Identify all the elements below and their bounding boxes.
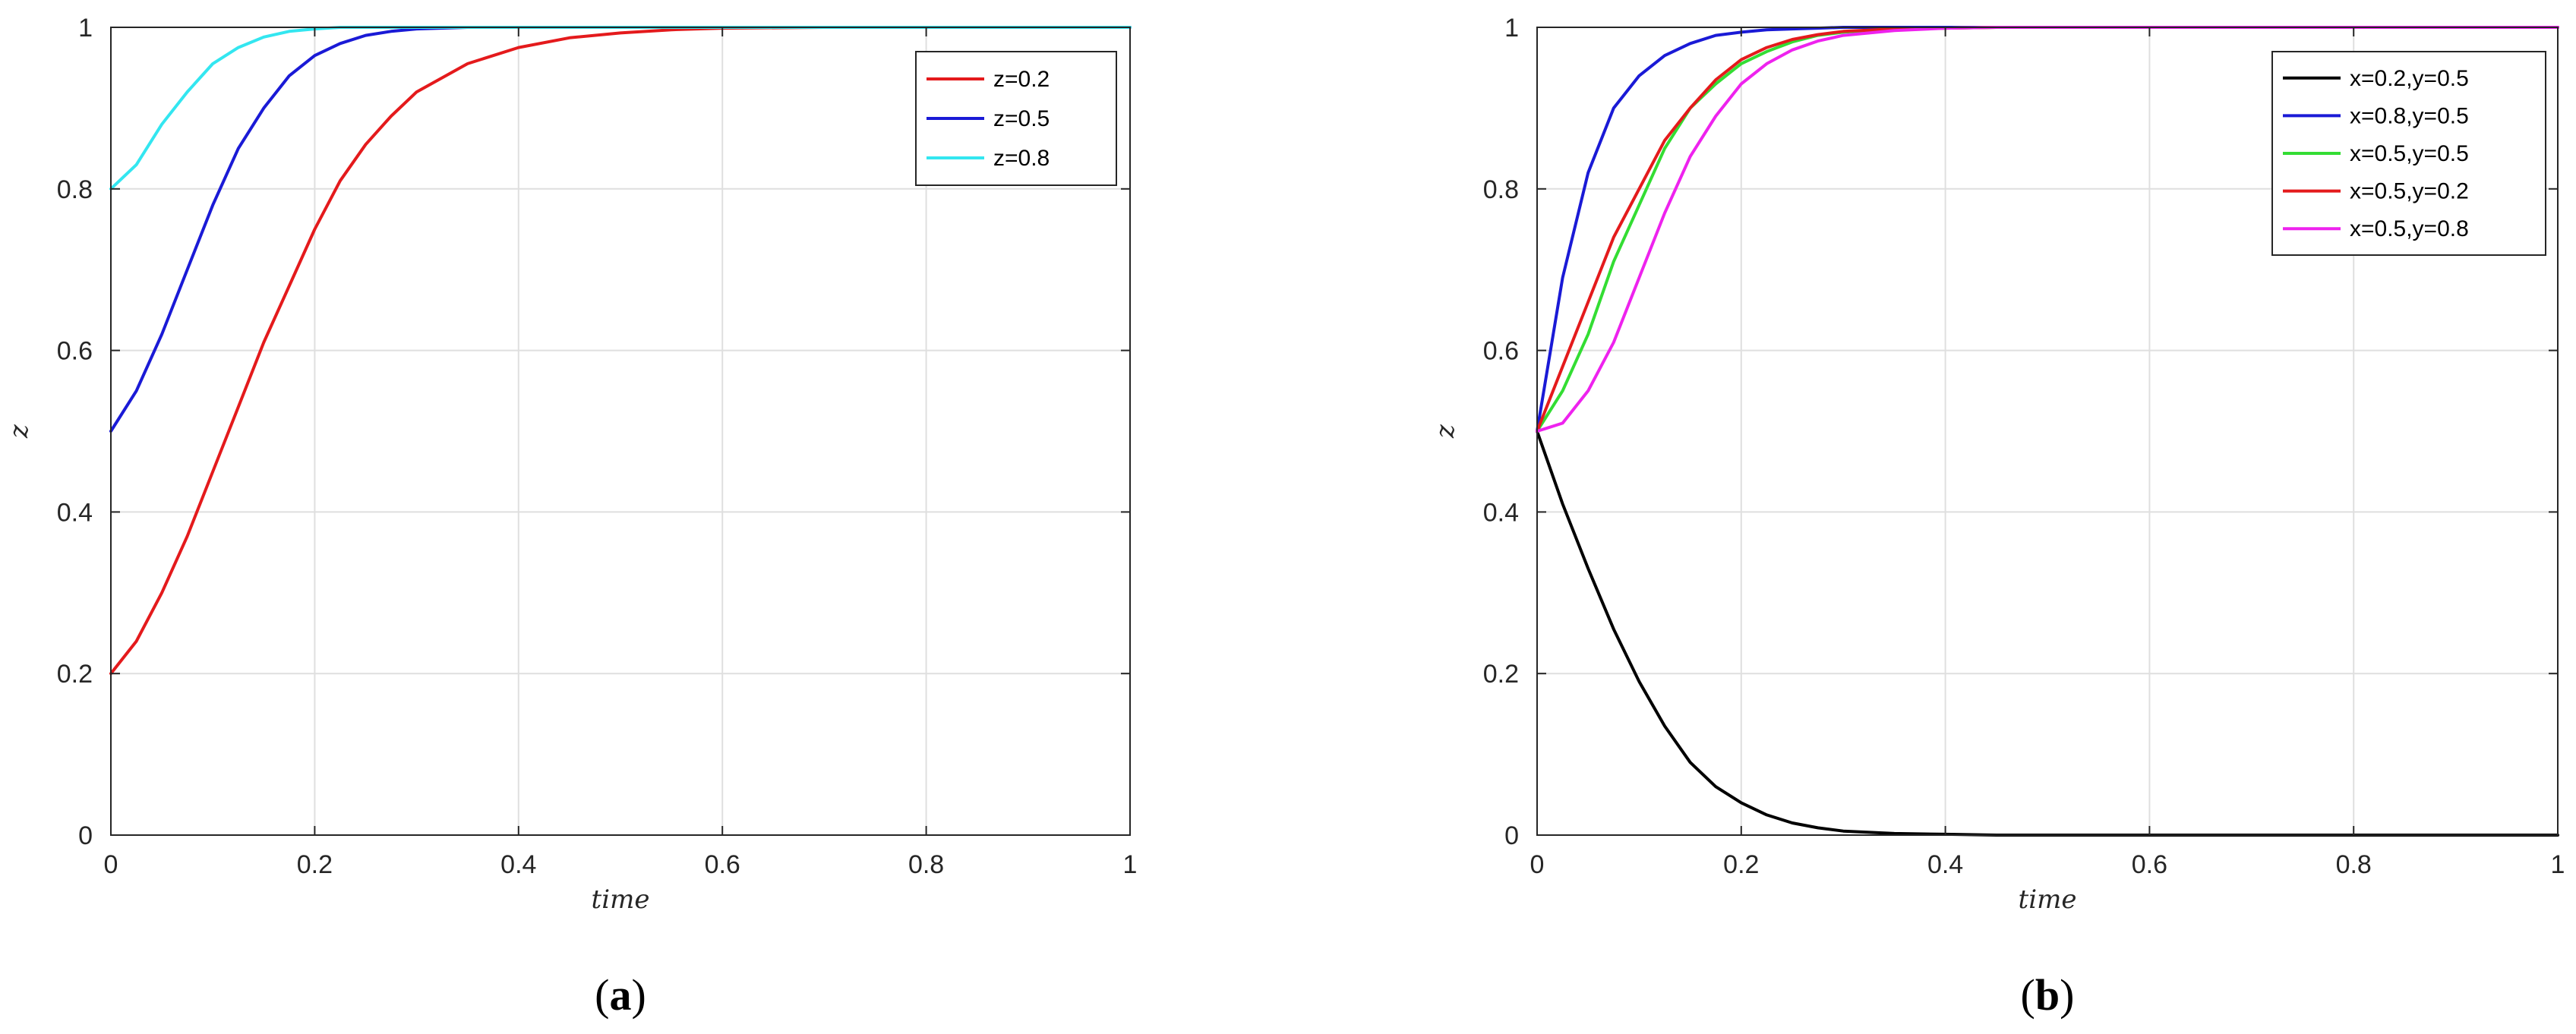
caption-open-paren: ( [595,970,609,1020]
y-tick-label: 0.4 [1483,498,1519,527]
x-axis-label: time [592,884,650,915]
y-tick-label: 0 [1504,821,1519,850]
x-tick-label: 0.8 [908,850,944,879]
x-tick-label: 0 [104,850,118,879]
legend-label: x=0.2,y=0.5 [2350,66,2469,91]
caption-close-paren: ) [2060,970,2074,1020]
x-tick-label: 0.2 [1723,850,1759,879]
x-tick-label: 1 [1123,850,1138,879]
caption-close-paren: ) [632,970,646,1020]
y-tick-label: 1 [1504,14,1519,43]
x-tick-label: 0 [1530,850,1545,879]
y-axis-label: z [1430,424,1460,439]
y-tick-label: 1 [78,14,93,43]
x-tick-label: 1 [2551,850,2565,879]
y-tick-label: 0.8 [57,175,93,204]
y-tick-label: 0.2 [57,660,93,689]
y-tick-label: 0.6 [1483,337,1519,366]
x-tick-label: 0.6 [705,850,740,879]
caption-letter: a [610,970,632,1020]
y-tick-label: 0.2 [1483,660,1519,689]
x-tick-label: 0.4 [1927,850,1963,879]
x-tick-label: 0.2 [297,850,333,879]
axes-box [110,27,1131,836]
legend: z=0.2 z=0.5 z=0.8 [915,51,1117,186]
y-tick-label: 0 [78,821,93,850]
legend-label: x=0.5,y=0.2 [2350,179,2469,204]
legend-label: x=0.8,y=0.5 [2350,103,2469,128]
legend-label: z=0.2 [993,67,1050,92]
caption-open-paren: ( [2021,970,2035,1020]
legend-label: z=0.8 [993,146,1050,171]
chart-panel-b: 0 0.2 0.4 0.6 0.8 1 0 0.2 0.4 0.6 0.8 1 time z x=0.2,y… [1430,14,2565,1020]
chart-panel-a: 0 0.2 0.4 0.6 0.8 100.20.40.60.81timezz=0.2z=… [4,14,1137,1020]
legend-label: x=0.5,y=0.8 [2350,216,2469,241]
x-axis-label: time [2019,884,2077,915]
legend: x=0.2,y=0.5 x=0.8,y=0.5 x=0.5,y=0.5 x=0.5,y… [2271,51,2546,256]
legend-label: x=0.5,y=0.5 [2350,141,2469,166]
y-tick-label: 0.6 [57,337,93,366]
x-tick-label: 0.8 [2336,850,2372,879]
caption-letter: b [2035,970,2060,1020]
y-tick-label: 0.8 [1483,175,1519,204]
axes-box [1536,27,2559,836]
y-axis-label: z [4,424,34,439]
legend-label: z=0.5 [993,106,1050,131]
x-tick-label: 0.4 [500,850,536,879]
x-tick-label: 0.6 [2132,850,2167,879]
panel-caption: (a) [595,970,646,1020]
y-tick-label: 0.4 [57,498,93,527]
panel-caption: (b) [2021,970,2075,1020]
